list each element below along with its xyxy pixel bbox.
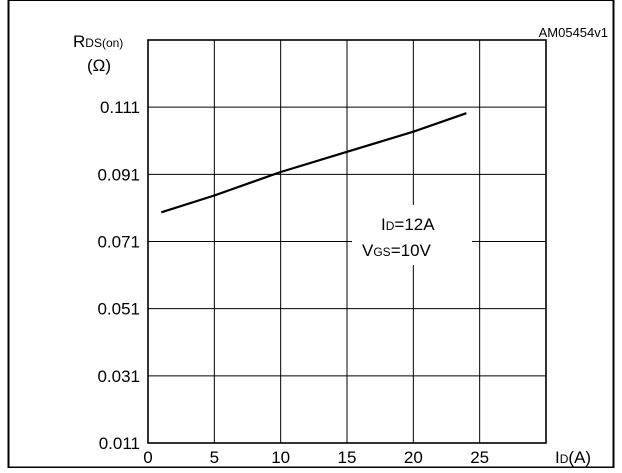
x-tick-label: 10 xyxy=(271,448,290,467)
figure-id: AM05454v1 xyxy=(539,25,608,40)
x-axis-label: ID(A) xyxy=(555,448,591,467)
x-tick-label: 20 xyxy=(404,448,423,467)
annotation-line-2: VGS=10V xyxy=(362,241,432,260)
y-axis-symbol: R xyxy=(73,32,85,51)
y-tick-label: 0.111 xyxy=(100,98,140,117)
y-axis-label: RDS(on) xyxy=(73,32,123,51)
series-group xyxy=(160,112,467,214)
annotation-line-1: ID=12A xyxy=(381,215,435,234)
annotation-1-value: =12A xyxy=(394,215,435,234)
x-tick-label: 15 xyxy=(338,448,357,467)
plot-border xyxy=(147,39,547,444)
x-axis-unit: (A) xyxy=(568,448,591,467)
y-axis-unit: (Ω) xyxy=(87,56,111,75)
annotation-2-value: =10V xyxy=(391,241,432,260)
y-tick-label: 0.031 xyxy=(97,367,140,386)
x-axis-symbol: I xyxy=(555,448,560,467)
x-axis-subscript: D xyxy=(560,452,569,466)
annotation-background xyxy=(352,205,472,265)
y-tick-label: 0.051 xyxy=(97,300,140,319)
y-axis-subscript: DS(on) xyxy=(85,36,123,50)
y-tick-label: 0.011 xyxy=(99,434,140,453)
annotation-1-symbol: I xyxy=(381,215,386,234)
x-tick-label: 25 xyxy=(470,448,489,467)
annotation-2-subscript: GS xyxy=(373,245,390,259)
annotation-1-subscript: D xyxy=(386,219,395,233)
x-tick-label: 5 xyxy=(210,448,219,467)
y-tick-label: 0.071 xyxy=(97,233,140,252)
y-tick-labels: 0.011 0.031 0.051 0.071 0.091 0.111 xyxy=(97,98,140,453)
series-line xyxy=(160,112,467,214)
y-tick-label: 0.091 xyxy=(97,165,140,184)
grid xyxy=(148,40,546,443)
annotation-2-symbol: V xyxy=(362,241,374,260)
x-tick-label: 0 xyxy=(143,448,152,467)
x-tick-labels: 0 5 10 15 20 25 xyxy=(143,448,489,467)
